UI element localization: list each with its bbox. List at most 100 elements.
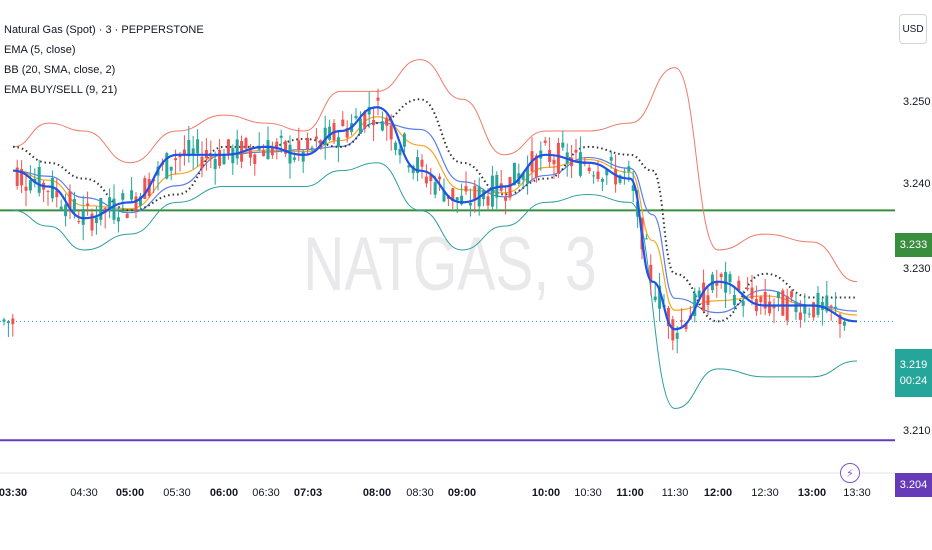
candle-body xyxy=(372,120,376,126)
candle-body xyxy=(504,196,508,201)
candle-body xyxy=(301,151,305,162)
candle-body xyxy=(785,296,789,321)
candle-body xyxy=(314,136,318,140)
candle-body xyxy=(248,150,252,158)
candle-body xyxy=(235,139,239,159)
candle-body xyxy=(394,142,398,151)
x-tick-label: 06:00 xyxy=(209,487,239,499)
candle-body xyxy=(464,186,468,192)
candle-body xyxy=(336,137,340,147)
candle-body xyxy=(191,148,195,155)
candle-body xyxy=(768,301,772,314)
candle-body xyxy=(451,188,455,202)
candle-body xyxy=(134,196,138,211)
x-tick-label: 09:00 xyxy=(447,487,477,499)
candle-body xyxy=(666,307,670,327)
candle-body xyxy=(24,186,28,191)
lightning-icon[interactable]: ⚡ xyxy=(840,463,860,483)
candle-body xyxy=(600,178,604,182)
candle-body xyxy=(442,190,446,202)
bar-countdown: 00:24 xyxy=(899,375,928,387)
candle-body xyxy=(838,314,842,325)
candle-body xyxy=(728,274,732,283)
candle-body xyxy=(310,147,314,149)
candle-body xyxy=(306,137,310,150)
candle-body xyxy=(578,152,582,176)
bb-lower-line[interactable] xyxy=(12,162,858,410)
candle-body xyxy=(99,197,103,220)
ema-5-line[interactable] xyxy=(12,106,858,331)
candle-body xyxy=(196,139,200,154)
candle-body xyxy=(759,296,763,303)
green-line-price-label[interactable]: 3.233 xyxy=(895,233,932,257)
legend-symbol-title[interactable]: Natural Gas (Spot) · 3 · PEPPERSTONE xyxy=(4,24,204,36)
x-tick-label: 04:30 xyxy=(70,487,98,499)
candle-body xyxy=(473,185,477,201)
candle-body xyxy=(231,148,235,164)
candle-body xyxy=(108,197,112,211)
candle-body xyxy=(244,138,248,149)
candle-body xyxy=(526,166,530,184)
candle-body xyxy=(605,169,609,176)
candle-body xyxy=(543,140,547,143)
candle-body xyxy=(834,306,838,309)
candle-body xyxy=(367,106,371,115)
candle-body xyxy=(266,140,270,160)
chart-legend: Natural Gas (Spot) · 3 · PEPPERSTONE EMA… xyxy=(4,20,204,100)
candle-body xyxy=(570,157,574,167)
candle-body xyxy=(680,320,684,322)
candle-body xyxy=(737,280,741,291)
y-tick-label: 3.230 xyxy=(903,263,931,275)
candle-body xyxy=(226,139,230,154)
candle-body xyxy=(174,158,178,161)
candle-body xyxy=(512,162,516,186)
candle-body xyxy=(116,217,120,222)
candle-body xyxy=(363,111,367,128)
candle-body xyxy=(812,302,816,318)
candle-body xyxy=(15,167,19,186)
bb-upper-line[interactable] xyxy=(12,59,858,283)
purple-line-price-label[interactable]: 3.204 xyxy=(895,473,932,497)
currency-button[interactable]: USD xyxy=(899,14,927,44)
candle-body xyxy=(438,176,442,180)
candle-body xyxy=(829,305,833,307)
candle-body xyxy=(416,157,420,174)
candle-body xyxy=(262,150,266,157)
candle-body xyxy=(20,169,24,186)
candle-body xyxy=(398,148,402,156)
candle-body xyxy=(429,175,433,181)
candle-body xyxy=(297,140,301,150)
candle-body xyxy=(323,127,327,145)
legend-ema[interactable]: EMA (5, close) xyxy=(4,44,76,56)
candle-body xyxy=(790,291,794,298)
candle-body xyxy=(776,291,780,299)
candle-body xyxy=(658,285,662,309)
x-tick-label: 12:30 xyxy=(751,487,779,499)
x-tick-label: 12:00 xyxy=(703,487,733,499)
candle-body xyxy=(55,190,59,198)
last-price-value: 3.219 xyxy=(899,359,928,371)
candle-body xyxy=(121,193,125,200)
candle-body xyxy=(649,264,653,281)
candle-body xyxy=(389,125,393,140)
last-price-label[interactable]: 3.219 00:24 xyxy=(895,349,932,397)
x-tick-label: 05:00 xyxy=(115,487,145,499)
candle-body xyxy=(644,238,648,240)
candle-body xyxy=(715,282,719,286)
candle-body xyxy=(380,121,384,131)
candle-body xyxy=(288,144,292,164)
candle-body xyxy=(407,165,411,168)
candle-body xyxy=(358,118,362,134)
candle-body xyxy=(842,321,846,326)
legend-bollinger-bands[interactable]: BB (20, SMA, close, 2) xyxy=(4,64,116,76)
x-tick-label: 03:30 xyxy=(0,487,28,499)
candle-body xyxy=(763,292,767,309)
candle-body xyxy=(341,119,345,127)
candle-body xyxy=(72,198,76,212)
candle-body xyxy=(574,149,578,153)
candle-body xyxy=(143,178,147,199)
legend-ema-buy-sell[interactable]: EMA BUY/SELL (9, 21) xyxy=(4,84,118,96)
candle-body xyxy=(385,117,389,126)
y-tick-label: 3.210 xyxy=(903,425,931,437)
